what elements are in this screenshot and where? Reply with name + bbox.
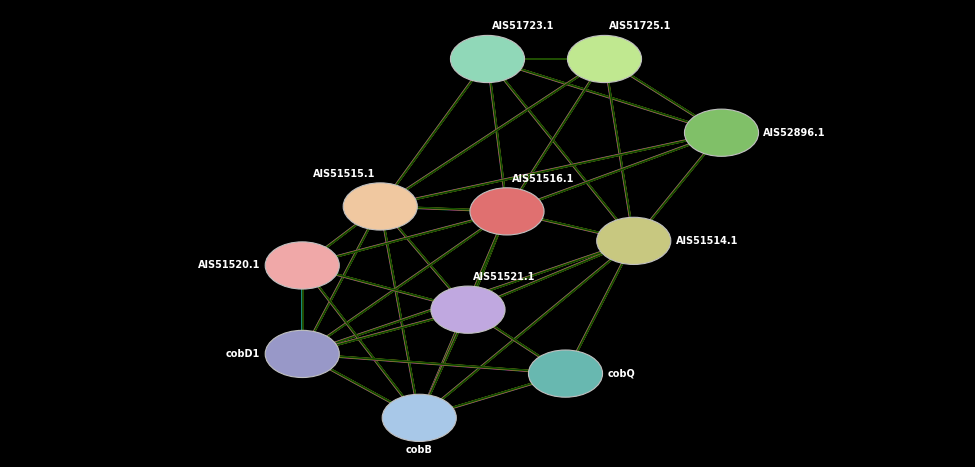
Text: AIS51514.1: AIS51514.1	[676, 236, 738, 246]
Ellipse shape	[567, 35, 642, 83]
Ellipse shape	[684, 109, 759, 156]
Text: cobB: cobB	[406, 446, 433, 455]
Ellipse shape	[382, 394, 456, 441]
Text: cobD1: cobD1	[226, 349, 260, 359]
Ellipse shape	[265, 242, 339, 289]
Text: cobQ: cobQ	[607, 368, 635, 379]
Ellipse shape	[470, 188, 544, 235]
Text: AIS51520.1: AIS51520.1	[198, 261, 260, 270]
Ellipse shape	[343, 183, 417, 230]
Text: AIS51723.1: AIS51723.1	[492, 21, 555, 31]
Text: AIS51515.1: AIS51515.1	[313, 169, 375, 179]
Text: AIS51521.1: AIS51521.1	[473, 272, 535, 282]
Ellipse shape	[450, 35, 525, 83]
Ellipse shape	[265, 330, 339, 377]
Text: AIS51516.1: AIS51516.1	[512, 174, 574, 184]
Text: AIS51725.1: AIS51725.1	[609, 21, 672, 31]
Text: AIS52896.1: AIS52896.1	[763, 128, 826, 138]
Ellipse shape	[528, 350, 603, 397]
Ellipse shape	[431, 286, 505, 333]
Ellipse shape	[597, 217, 671, 264]
